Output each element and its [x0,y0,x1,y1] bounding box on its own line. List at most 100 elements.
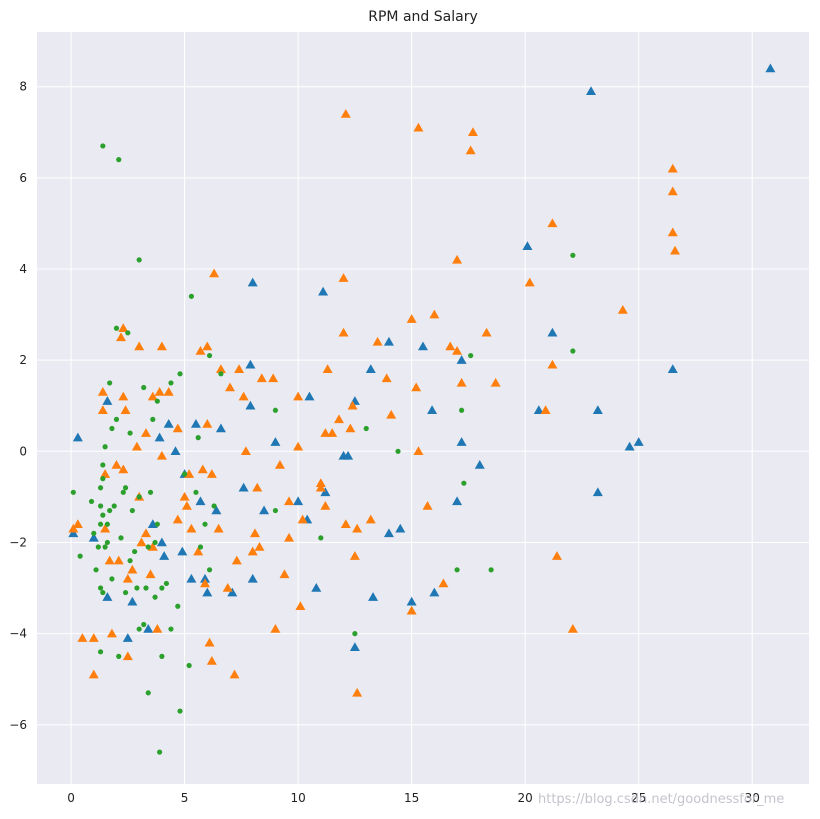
triangle-point [256,373,267,383]
triangle-point [386,409,397,419]
triangle-point [429,309,440,319]
triangle-point [533,405,544,415]
circle-point [109,576,115,582]
y-tick-label: −4 [9,627,27,641]
triangle-point [156,537,167,547]
triangle-point [147,391,158,401]
triangle-point [284,496,295,506]
circle-point [163,580,170,587]
triangle-point [247,546,258,556]
circle-point [154,398,160,404]
circle-point [116,157,122,163]
circle-point [104,521,110,527]
circle-point [152,594,158,600]
triangle-point [252,482,263,492]
triangle-point [88,532,99,542]
triangle-point [181,500,192,510]
circle-point [107,507,113,514]
triangle-point [349,551,360,560]
triangle-point [352,523,363,533]
triangle-point [156,450,167,460]
triangle-point [270,437,281,446]
triangle-point [102,592,113,601]
scatter-points [68,63,776,755]
triangle-point [202,341,213,351]
circle-point [186,662,192,669]
circle-point [113,416,120,422]
triangle-point [136,537,147,547]
circle-point [102,444,108,450]
circle-point [352,631,358,637]
scatter-series-0 [68,63,776,652]
triangle-point [222,583,233,592]
triangle-point [170,446,181,456]
triangle-point [211,505,222,515]
triangle-point [154,387,165,396]
circle-point [118,535,124,541]
triangle-point [200,573,211,583]
triangle-point [140,428,151,437]
triangle-point [118,464,129,474]
triangle-point [383,528,394,538]
circle-point [461,480,467,486]
triangle-point [77,633,88,642]
x-tick-label: 25 [631,791,646,805]
circle-point [127,430,133,436]
triangle-point [154,432,165,442]
triangle-point [104,555,115,565]
triangle-point [113,555,124,565]
circle-point [97,649,104,655]
circle-point [113,325,120,331]
triangle-point [118,323,129,332]
triangle-point [427,405,438,415]
triangle-point [467,127,478,137]
triangle-point [352,687,363,697]
y-tick-label: 2 [19,353,27,367]
triangle-point [667,186,678,196]
triangle-point [122,633,133,642]
triangle-point [159,551,170,560]
triangle-point [163,418,174,428]
circle-point [395,448,401,454]
triangle-point [215,364,226,374]
triangle-point [295,601,306,611]
triangle-point [395,523,406,533]
circle-point [454,567,460,573]
triangle-point [540,405,551,415]
circle-point [168,380,174,386]
circle-point [202,521,208,527]
triangle-point [247,573,258,583]
triangle-point [88,633,99,642]
triangle-point [315,482,326,492]
triangle-point [143,624,154,633]
triangle-point [586,86,597,95]
triangle-point [116,332,127,342]
triangle-point [120,405,131,415]
triangle-point [274,459,285,469]
triangle-point [177,546,188,556]
circle-point [159,585,165,591]
triangle-point [134,341,145,351]
triangle-point [372,336,383,346]
triangle-point [245,359,256,369]
triangle-point [202,587,213,597]
circle-point [150,416,156,422]
triangle-point [100,523,111,533]
x-tick-label: 15 [404,791,419,805]
triangle-point [127,564,138,574]
circle-point [93,567,99,573]
triangle-point [163,387,174,396]
circle-point [145,690,151,696]
circle-point [175,603,181,609]
circle-point [272,507,279,514]
circle-point [218,371,224,377]
circle-point [129,507,135,514]
triangle-point [365,514,376,524]
triangle-point [456,355,467,364]
triangle-point [88,669,99,679]
triangle-point [227,587,238,597]
triangle-point [284,532,295,542]
triangle-point [368,592,379,601]
triangle-point [347,400,358,410]
triangle-point [202,418,213,428]
